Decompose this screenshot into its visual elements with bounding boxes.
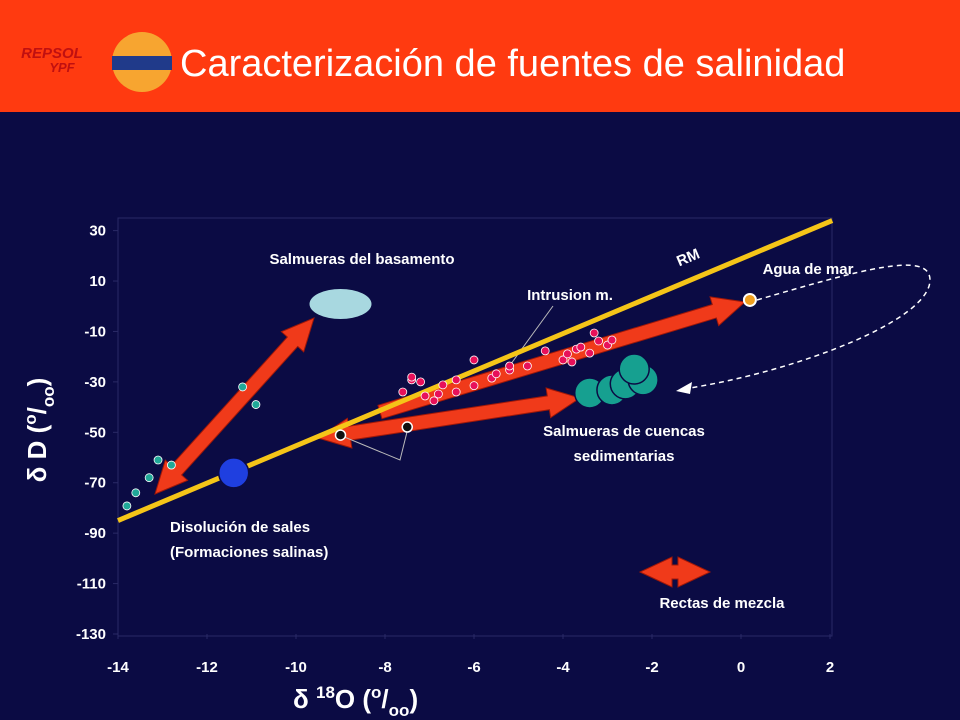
point [433,389,443,399]
annotation: Disolución de sales [170,519,310,536]
x-tick-label: -14 [107,659,129,676]
y-tick-label: -90 [84,525,106,542]
logo-bar [112,56,172,70]
point [618,353,650,385]
point [144,473,154,483]
point [153,455,163,465]
point [558,355,568,365]
point [166,460,176,470]
axis-title-part: 18 [316,683,335,702]
point [491,369,501,379]
point [594,336,603,346]
annotation: Agua de mar [763,261,854,278]
point [401,421,413,433]
annotation: Salmueras del basamento [269,251,454,268]
x-axis-title: δ 18O (o/oo) [293,683,418,720]
point [438,380,448,390]
axis-title-part: o [21,414,40,424]
annotation: Intrusion m. [527,287,613,304]
dashed-arrowhead [676,382,692,394]
y-tick-label: -10 [84,323,106,340]
y-tick-label: 30 [89,223,106,240]
point [589,328,599,338]
point [122,501,132,511]
point [585,348,595,358]
slide-title: Caracterización de fuentes de salinidad [180,43,845,85]
point [398,387,408,397]
y-tick-label: -70 [84,475,106,492]
mixing-arrow [638,556,712,588]
x-tick-label: -6 [467,659,480,676]
x-tick-label: -4 [556,659,570,676]
legend-label: Rectas de mezcla [659,595,785,612]
axis-title-part: ) [409,684,418,714]
point [469,355,479,365]
y-tick-label: -50 [84,424,106,441]
annotation: Salmueras de cuencas [543,423,705,440]
axis-title-part: o [371,683,381,702]
logo-text: REPSOL [21,45,83,62]
point [334,429,347,441]
annotation: sedimentarias [574,448,675,465]
point [131,488,141,498]
axis-title-part: / [22,407,52,414]
y-tick-label: 10 [89,273,106,290]
x-tick-label: 0 [737,659,745,676]
logo-text: YPF [49,60,75,75]
point [742,292,757,307]
point [238,382,248,392]
y-axis-title: δ D (o/oo) [21,378,58,483]
x-tick-label: -12 [196,659,218,676]
y-tick-label: -30 [84,374,106,391]
point [451,375,461,385]
plot-frame [117,217,833,637]
plot: -14 -12 -10 -8 -6 -4 -2 0 2 -130 -110 -90 -70 -50 -30 -… [76,218,931,676]
point [451,387,461,397]
axis-title-part: O ( [335,684,371,714]
point [576,342,586,352]
x-tick-label: -8 [378,659,391,676]
point [607,335,617,345]
axis-title-part: / [381,684,388,714]
point [251,400,261,409]
point [309,288,372,319]
axis-title-part: δ D ( [22,424,52,482]
axis-title-part: oo [389,701,410,720]
point [416,377,426,387]
callout [507,305,554,369]
axis-title-part: oo [39,386,58,407]
point [563,349,572,359]
point [469,381,479,391]
point [429,396,439,406]
point [567,357,577,367]
x-tick-label: -2 [645,659,658,676]
x-tick-label: -10 [285,659,307,676]
point [540,346,550,356]
axis-title-part: ) [22,378,52,387]
point [523,361,532,371]
x-tick-label: 2 [826,659,834,676]
point [217,457,250,489]
axis-title-part: δ [293,684,316,714]
point [407,372,417,382]
callout [341,427,409,461]
y-tick-label: -110 [77,576,106,593]
y-tick-label: -130 [76,626,106,643]
point [420,391,430,401]
annotation: (Formaciones salinas) [170,544,328,561]
point [505,361,515,371]
